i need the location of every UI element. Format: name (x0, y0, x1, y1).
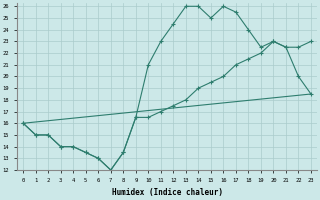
X-axis label: Humidex (Indice chaleur): Humidex (Indice chaleur) (112, 188, 223, 197)
